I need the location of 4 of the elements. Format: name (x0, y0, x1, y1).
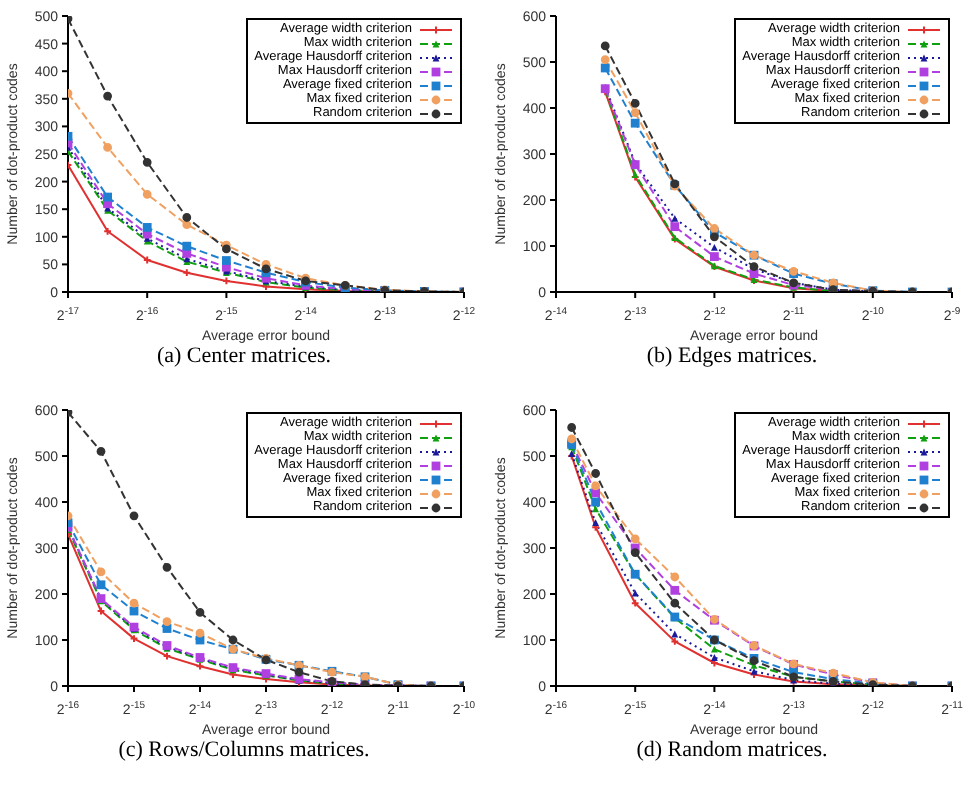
text: (a) Center matrices. (154, 344, 334, 368)
text: (d) Random matrices. (634, 738, 830, 762)
text: (b) Edges matrices. (644, 344, 820, 368)
text: (c) Rows/Columns matrices. (116, 738, 372, 762)
